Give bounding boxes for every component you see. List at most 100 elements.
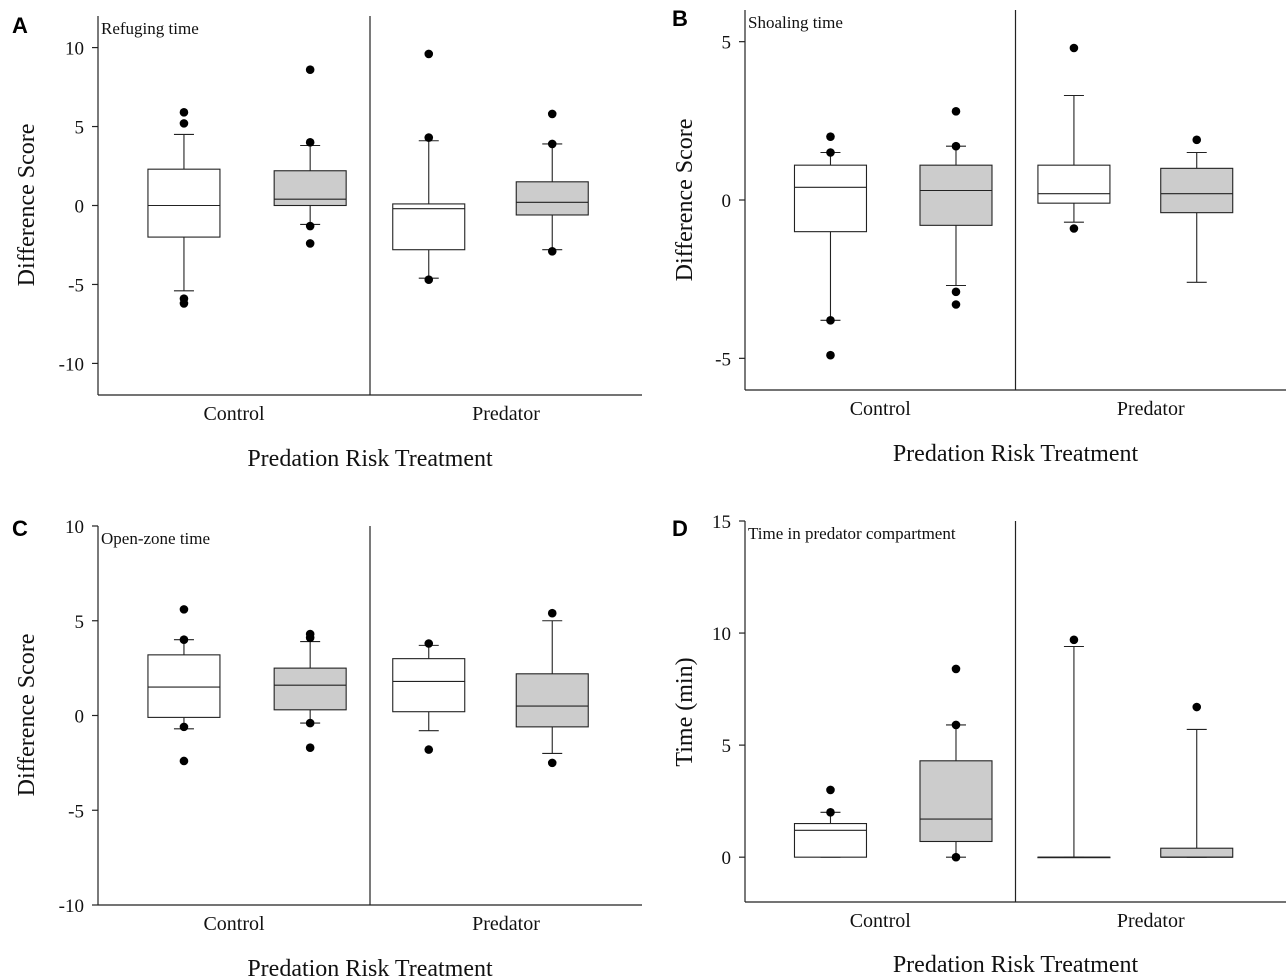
outlier-point	[1192, 135, 1202, 145]
panel-letter: D	[672, 516, 688, 541]
y-tick-label: -5	[68, 275, 84, 296]
box-iqr	[515, 673, 589, 728]
outlier-point	[305, 221, 315, 231]
y-tick-label: 0	[722, 191, 732, 212]
outlier-point	[1069, 224, 1079, 233]
box-1	[147, 605, 221, 766]
y-tick-label: 10	[65, 517, 84, 538]
panel-subtitle: Shoaling time	[748, 13, 843, 32]
box-3	[392, 639, 466, 754]
outlier-point	[305, 718, 315, 728]
outlier-point	[547, 608, 557, 618]
outlier-point	[1069, 43, 1079, 53]
outlier-point	[424, 639, 434, 648]
outlier-point	[951, 287, 961, 297]
box-1	[793, 132, 868, 360]
y-tick-label: 15	[712, 512, 731, 533]
y-tick-label: 5	[75, 118, 85, 139]
panel-letter: A	[12, 13, 28, 38]
box-iqr	[273, 667, 347, 711]
box-iqr	[147, 168, 221, 238]
y-tick-label: 5	[75, 612, 85, 633]
x-category-label: Predator	[472, 913, 540, 935]
outlier-point	[951, 107, 961, 116]
y-axis-title: Difference Score	[14, 634, 40, 797]
panel-a: A 10 5 0 -5 -10 Control Predator Refuging time Pr…	[12, 13, 642, 472]
box-4	[1160, 702, 1234, 858]
x-axis-title: Predation Risk Treatment	[893, 441, 1139, 467]
x-axis-title: Predation Risk Treatment	[247, 956, 493, 980]
box-iqr	[515, 181, 589, 216]
box-3	[1037, 635, 1111, 859]
outlier-point	[424, 133, 434, 142]
y-tick-label: 0	[75, 197, 85, 218]
y-tick-label: 10	[65, 39, 84, 60]
outlier-point	[424, 49, 434, 59]
outlier-point	[179, 756, 189, 766]
outlier-point	[179, 119, 189, 128]
y-axis-title: Difference Score	[14, 124, 40, 287]
outlier-point	[547, 246, 557, 256]
x-category-label: Predator	[1117, 398, 1185, 420]
outlier-point	[951, 664, 961, 674]
box-iqr	[392, 658, 466, 713]
outlier-point	[305, 138, 315, 147]
box-iqr	[919, 164, 993, 226]
y-tick-label: 10	[712, 624, 731, 645]
box-2	[919, 664, 993, 862]
outlier-point	[951, 141, 961, 151]
y-tick-label: 5	[722, 33, 732, 54]
outlier-point	[951, 300, 961, 309]
y-tick-label: -10	[59, 896, 84, 917]
outlier-point	[547, 758, 557, 768]
y-tick-label: 0	[75, 707, 85, 728]
box-3	[1037, 43, 1111, 233]
panel-letter: B	[672, 6, 688, 31]
outlier-point	[826, 785, 835, 795]
outlier-point	[179, 299, 189, 308]
outlier-point	[179, 722, 189, 732]
outlier-point	[826, 808, 835, 817]
box-iqr	[147, 654, 221, 718]
box-4	[515, 109, 589, 256]
outlier-point	[179, 605, 189, 614]
outlier-point	[826, 148, 835, 157]
box-2	[273, 629, 347, 753]
outlier-point	[547, 139, 557, 149]
panel-b: B 5 0 -5 Control Predator Shoaling time Predati…	[672, 6, 1286, 467]
outlier-point	[305, 743, 315, 753]
outlier-point	[1069, 635, 1079, 645]
box-1	[147, 108, 221, 308]
x-axis-title: Predation Risk Treatment	[247, 446, 493, 472]
outlier-point	[424, 745, 434, 754]
x-axis-title: Predation Risk Treatment	[893, 952, 1139, 978]
box-3	[392, 49, 466, 285]
outlier-point	[424, 275, 434, 285]
outlier-point	[951, 720, 961, 730]
panel-c: C 10 5 0 -5 -10 Control Predator Open-zone time P…	[12, 516, 642, 980]
box-iqr	[919, 760, 993, 843]
box-iqr	[1037, 164, 1111, 204]
outlier-point	[826, 350, 835, 360]
outlier-point	[305, 239, 315, 248]
box-2	[273, 65, 347, 248]
box-iqr	[793, 164, 868, 233]
box-1	[793, 785, 868, 858]
box-2	[919, 107, 993, 309]
outlier-point	[1192, 702, 1202, 712]
y-tick-label: -5	[68, 801, 84, 822]
panel-subtitle: Refuging time	[101, 19, 199, 38]
y-tick-label: 0	[722, 848, 732, 869]
outlier-point	[826, 316, 835, 325]
panel-subtitle: Open-zone time	[101, 529, 210, 548]
y-tick-label: 5	[722, 736, 732, 757]
y-axis-title: Difference Score	[672, 119, 698, 282]
outlier-point	[826, 132, 835, 141]
outlier-point	[305, 65, 315, 74]
box-iqr	[793, 823, 868, 858]
y-tick-label: -10	[59, 354, 84, 375]
x-category-label: Control	[203, 403, 265, 425]
outlier-point	[179, 635, 189, 644]
box-4	[515, 608, 589, 768]
